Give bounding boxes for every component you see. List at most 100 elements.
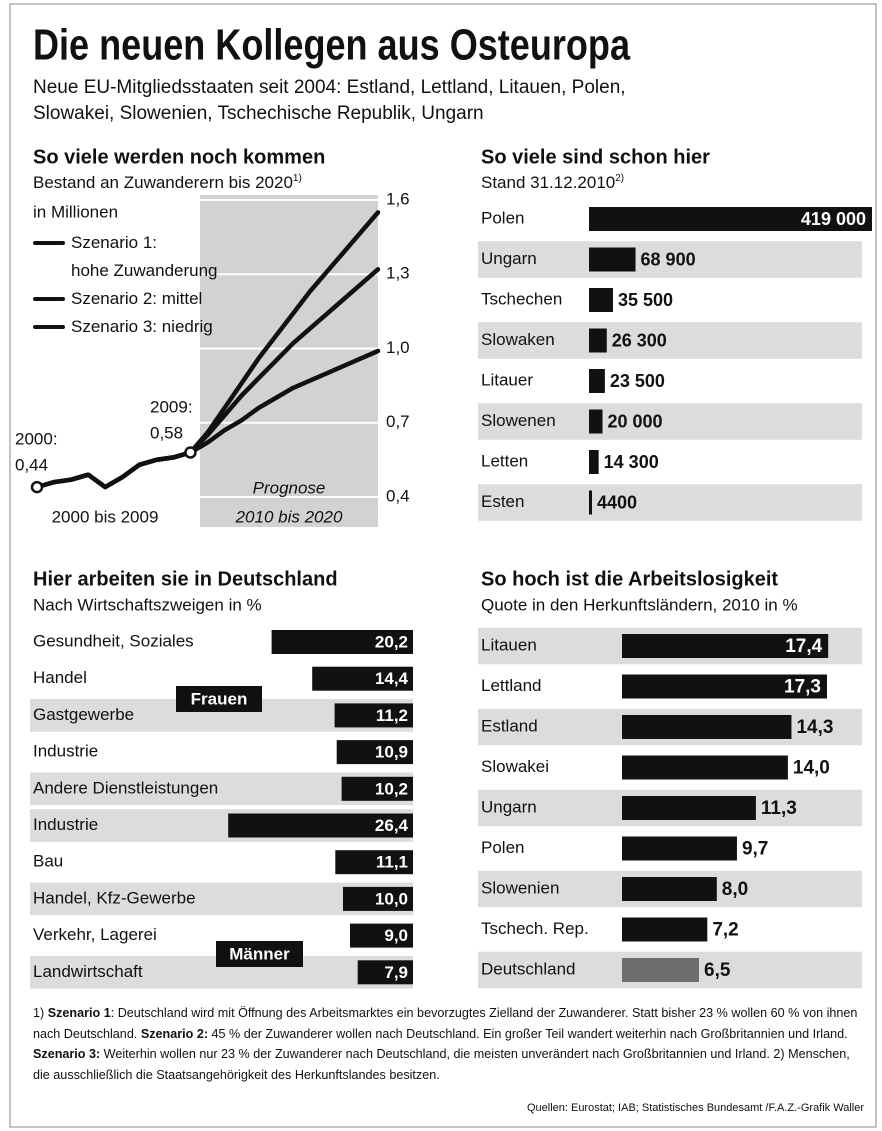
annotation: 2000: xyxy=(15,429,58,448)
subtitle-note: 1) xyxy=(293,173,302,184)
footnote-text: Szenario 2: xyxy=(141,1027,208,1041)
bar xyxy=(622,837,737,861)
category-label: Polen xyxy=(481,838,524,857)
chart-subtitle: Nach Wirtschaftszweigen in % xyxy=(33,595,262,614)
category-label: Gastgewerbe xyxy=(33,705,134,724)
legend-swatch xyxy=(33,297,65,301)
category-label: Ungarn xyxy=(481,797,537,816)
value-label: 11,2 xyxy=(376,706,408,725)
bar xyxy=(622,918,707,942)
value-label: 6,5 xyxy=(704,960,731,981)
footnote-text: 1) xyxy=(33,1006,48,1020)
bar xyxy=(622,756,788,780)
legend-entry: Szenario 2: mittel xyxy=(33,285,218,313)
category-label: Gesundheit, Soziales xyxy=(33,631,194,650)
page: {"title":"Die neuen Kollegen aus Osteuro… xyxy=(0,0,882,1131)
bar xyxy=(589,491,592,515)
legend-label: Szenario 3: niedrig xyxy=(71,313,213,341)
category-label: Litauen xyxy=(481,635,537,654)
subtitle-note: 2) xyxy=(615,173,624,184)
chart-title: Hier arbeiten sie in Deutschland xyxy=(33,568,338,590)
category-label: Tschech. Rep. xyxy=(481,919,589,938)
value-label: 419 000 xyxy=(801,209,866,229)
value-label: 23 500 xyxy=(610,371,665,391)
value-label: 68 900 xyxy=(641,249,696,269)
footnote: 1) Szenario 1: Deutschland wird mit Öffn… xyxy=(33,1003,865,1085)
category-label: Verkehr, Lagerei xyxy=(33,925,157,944)
value-label: 14 300 xyxy=(604,452,659,472)
category-label: Andere Dienstleistungen xyxy=(33,778,218,797)
value-label: 26 300 xyxy=(612,330,667,350)
value-label: 17,4 xyxy=(785,636,822,657)
value-label: 20,2 xyxy=(375,632,408,651)
value-label: 14,0 xyxy=(793,758,830,779)
category-label: Polen xyxy=(481,208,524,227)
chart-title: So viele werden noch kommen xyxy=(33,146,325,168)
category-label: Industrie xyxy=(33,815,98,834)
unit-label: in Millionen xyxy=(33,202,118,221)
legend-swatch xyxy=(33,241,65,245)
legend-label: Szenario 1: hohe Zuwanderung xyxy=(71,229,218,285)
bar xyxy=(622,877,717,901)
category-label: Handel xyxy=(33,668,87,687)
category-label: Bau xyxy=(33,852,63,871)
row-stripe xyxy=(478,484,862,521)
annotation: 2000 bis 2009 xyxy=(52,507,159,526)
page-title: Die neuen Kollegen aus Osteuropa xyxy=(33,21,630,70)
value-label: 9,0 xyxy=(384,926,408,945)
chart-title: So hoch ist die Arbeitslosigkeit xyxy=(481,568,778,590)
annotation: 2009: xyxy=(150,397,193,416)
value-label: 14,4 xyxy=(375,669,409,688)
value-label: 10,9 xyxy=(375,743,408,762)
legend-swatch xyxy=(33,325,65,329)
legend-entry: Szenario 3: niedrig xyxy=(33,313,218,341)
footnote-text: Szenario 1 xyxy=(48,1006,111,1020)
y-tick-label: 1,6 xyxy=(386,189,410,208)
value-label: 7,2 xyxy=(712,920,738,941)
chart-subtitle: Quote in den Herkunftsländern, 2010 in % xyxy=(481,595,798,614)
category-label: Ungarn xyxy=(481,249,537,268)
category-label: Esten xyxy=(481,492,524,511)
value-label: 11,3 xyxy=(761,798,797,819)
category-label: Handel, Kfz-Gewerbe xyxy=(33,888,196,907)
footnote-text: Weiterhin wollen nur 23 % der Zuwanderer… xyxy=(33,1047,850,1082)
bar xyxy=(589,329,607,353)
chart-subtitle: Bestand an Zuwanderern bis 20201) xyxy=(33,173,302,193)
value-label: 35 500 xyxy=(618,290,673,310)
category-label: Estland xyxy=(481,716,538,735)
chart-title: So viele sind schon hier xyxy=(481,146,710,168)
annotation: 2010 bis 2020 xyxy=(235,507,343,526)
legend-label: Szenario 2: mittel xyxy=(71,285,202,313)
group-label: Männer xyxy=(229,944,290,963)
legend-entry: Szenario 1: hohe Zuwanderung xyxy=(33,229,218,285)
y-tick-label: 1,0 xyxy=(386,338,410,357)
infographic: Die neuen Kollegen aus Osteuropa Neue EU… xyxy=(0,0,882,1131)
bar xyxy=(589,248,636,272)
value-label: 14,3 xyxy=(796,717,833,738)
footnote-text: Szenario 3: xyxy=(33,1047,100,1061)
category-label: Letten xyxy=(481,451,528,470)
annotation: 0,44 xyxy=(15,455,48,474)
page-subtitle: Neue EU-Mitgliedsstaaten seit 2004: Estl… xyxy=(33,77,626,98)
value-label: 7,9 xyxy=(384,963,408,982)
bar xyxy=(589,288,613,312)
page-subtitle: Slowakei, Slowenien, Tschechische Republ… xyxy=(33,103,484,124)
y-tick-label: 0,7 xyxy=(386,412,410,431)
bar xyxy=(589,450,599,474)
value-label: 4400 xyxy=(597,492,637,512)
bar xyxy=(589,410,603,434)
category-label: Slowaken xyxy=(481,330,555,349)
point-marker xyxy=(32,482,42,492)
category-label: Deutschland xyxy=(481,959,576,978)
annotation: 0,58 xyxy=(150,423,183,442)
chart-subtitle: Stand 31.12.20102) xyxy=(481,173,624,193)
value-label: 10,2 xyxy=(375,779,408,798)
value-label: 8,0 xyxy=(722,879,748,900)
category-label: Litauer xyxy=(481,370,533,389)
value-label: 20 000 xyxy=(608,411,663,431)
category-label: Tschechen xyxy=(481,289,562,308)
value-label: 9,7 xyxy=(742,839,768,860)
category-label: Landwirtschaft xyxy=(33,962,143,981)
legend: Szenario 1: hohe Zuwanderung Szenario 2:… xyxy=(33,229,218,341)
point-marker xyxy=(185,447,195,457)
